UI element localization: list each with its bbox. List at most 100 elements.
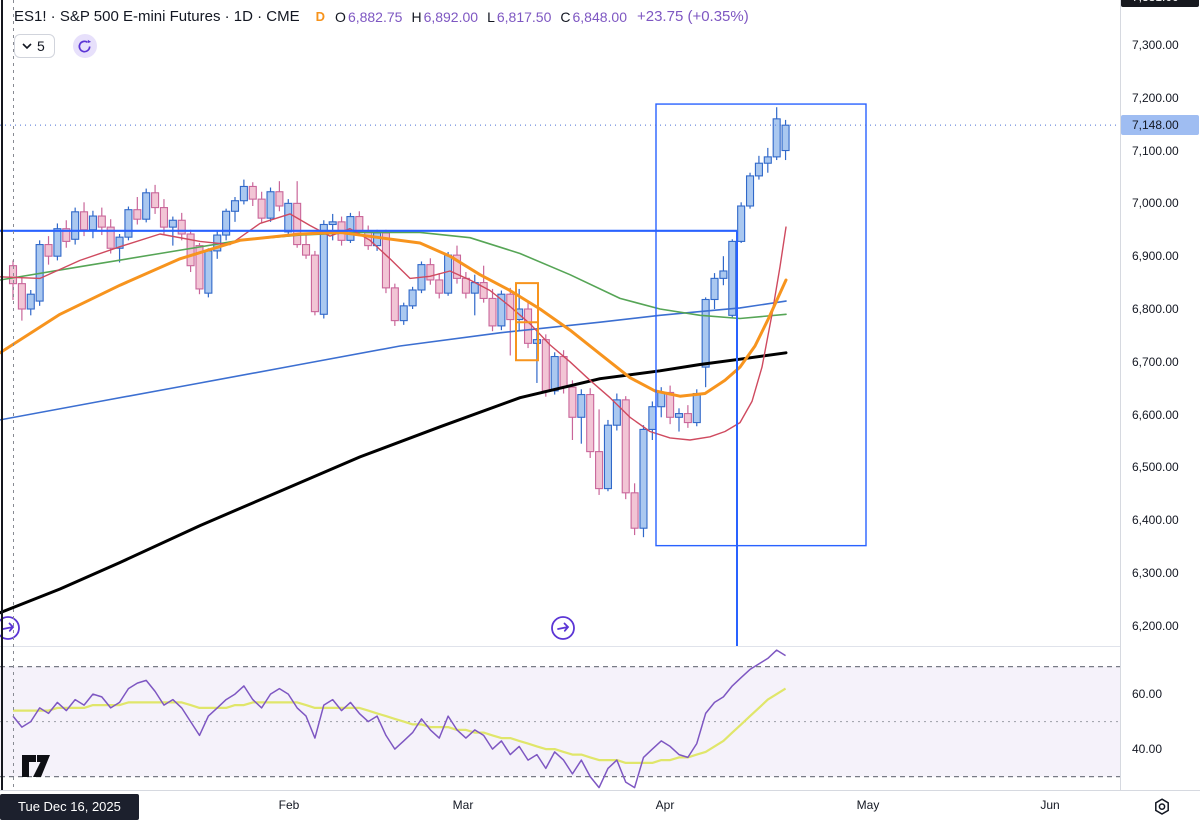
candle-body	[683, 413, 692, 424]
candle-body	[772, 118, 781, 158]
chart-legend: ES1! · S&P 500 E-mini Futures · 1D · CME…	[14, 8, 749, 58]
candle-body	[124, 209, 133, 238]
price-pane-canvas[interactable]	[0, 0, 1120, 646]
bar-count-button[interactable]: 5	[14, 34, 55, 58]
candle-body	[328, 221, 337, 226]
ma-black-200	[0, 351, 788, 615]
last-price-label: 7,148.00	[1121, 115, 1199, 136]
candle-body	[719, 270, 728, 279]
ohlc-pair: L 6,817.50	[487, 8, 552, 25]
time-axis[interactable]: Tue Dec 16, 2025 Feb Mar Apr May Jun	[0, 791, 1200, 823]
candle-body	[541, 339, 550, 392]
candle-body	[639, 428, 648, 529]
candle-body	[523, 308, 533, 344]
settings-gear-button[interactable]	[1148, 794, 1176, 820]
candle-body	[319, 223, 328, 315]
candle-body	[310, 254, 319, 313]
price-axis-tick: 6,500.00	[1132, 460, 1179, 475]
price-axis-tick: 6,900.00	[1132, 249, 1179, 264]
candle-body	[745, 175, 755, 207]
candle-body	[266, 191, 275, 219]
bar-count-label: 5	[37, 38, 45, 54]
candle-body	[488, 297, 497, 327]
candle-body	[737, 205, 746, 242]
time-axis-month-label: May	[856, 798, 880, 812]
rsi-ma-line	[13, 687, 787, 765]
candle-body	[452, 254, 462, 279]
price-axis[interactable]: 7,381.00 7,148.00 7,300.00 7,200.00 7,100.…	[1121, 0, 1200, 790]
price-axis-tick: 6,800.00	[1132, 302, 1179, 316]
candle-body	[381, 232, 391, 289]
candle-body	[692, 392, 701, 424]
candle-body	[781, 124, 790, 152]
candle-body	[701, 298, 710, 368]
crosshair-price-label: 7,381.00	[1121, 0, 1199, 7]
candle-body	[497, 293, 506, 327]
candle-body	[532, 339, 541, 344]
candle-body	[630, 492, 639, 529]
change-value: +23.75 (+0.35%)	[636, 8, 749, 25]
time-axis-month-label: Feb	[278, 798, 300, 812]
refresh-arrows-icon	[78, 39, 92, 52]
price-axis-tick: 7,300.00	[1132, 37, 1179, 52]
rsi-pane-canvas[interactable]	[0, 646, 1120, 790]
candle-body	[151, 192, 160, 209]
candle-body	[550, 355, 559, 392]
candle-body	[710, 277, 719, 301]
price-axis-tick: 6,700.00	[1132, 354, 1179, 369]
candle-body	[222, 210, 231, 236]
time-axis-divider	[0, 790, 1200, 791]
candle-body	[62, 228, 71, 242]
candle-body	[79, 211, 89, 231]
candle-body	[71, 211, 80, 240]
candle-body	[648, 406, 657, 430]
price-axis-tick: 7,000.00	[1132, 196, 1179, 211]
ohlc-pair: O 6,882.75	[335, 8, 403, 25]
rsi-line	[12, 649, 786, 789]
chevron-down-icon	[22, 42, 32, 49]
candle-body	[293, 202, 302, 246]
candle-body	[275, 191, 284, 207]
vertical-line-drawing[interactable]	[1, 0, 3, 790]
candle-body	[479, 282, 488, 299]
candle-body	[595, 451, 604, 490]
time-axis-month-label: Apr	[655, 798, 675, 812]
candle-body	[44, 244, 53, 257]
candle-body	[17, 283, 26, 310]
candle-body	[248, 185, 257, 200]
refresh-button[interactable]	[72, 34, 97, 58]
candle-body	[559, 355, 568, 388]
candle-body	[399, 305, 408, 322]
crosshair-date-label: Tue Dec 16, 2025	[0, 794, 139, 820]
symbol-title[interactable]: ES1! · S&P 500 E-mini Futures · 1D · CME	[14, 8, 300, 25]
candle-body	[763, 156, 772, 164]
ohlc-pair: H 6,892.00	[411, 8, 479, 25]
price-axis-tick: 7,200.00	[1132, 90, 1179, 105]
tradingview-logo[interactable]	[20, 752, 52, 785]
candle-body	[204, 250, 213, 294]
candle-body	[257, 198, 266, 219]
candle-body	[142, 192, 151, 220]
candle-body	[426, 264, 435, 281]
candle-body	[408, 289, 417, 307]
candle-body	[754, 162, 763, 177]
price-axis-tick: 6,400.00	[1132, 513, 1179, 528]
candle-body	[133, 209, 142, 220]
candle-body	[586, 394, 595, 453]
ma-blue-slow	[0, 300, 787, 421]
candle-body	[159, 207, 169, 228]
candles	[8, 107, 790, 538]
ohlc-pair: C 6,848.00	[560, 8, 627, 25]
timeframe-badge: D	[315, 9, 326, 24]
pane-divider[interactable]	[0, 646, 1120, 647]
candle-body	[577, 394, 586, 418]
candle-body	[168, 219, 177, 228]
price-axis-tick: 7,100.00	[1132, 143, 1179, 158]
candle-body	[612, 399, 621, 426]
price-axis-divider	[1120, 0, 1121, 790]
candle-body	[230, 200, 240, 212]
candle-body	[53, 228, 62, 257]
crosshair-vertical-line	[13, 0, 14, 790]
candle-body	[568, 386, 577, 418]
